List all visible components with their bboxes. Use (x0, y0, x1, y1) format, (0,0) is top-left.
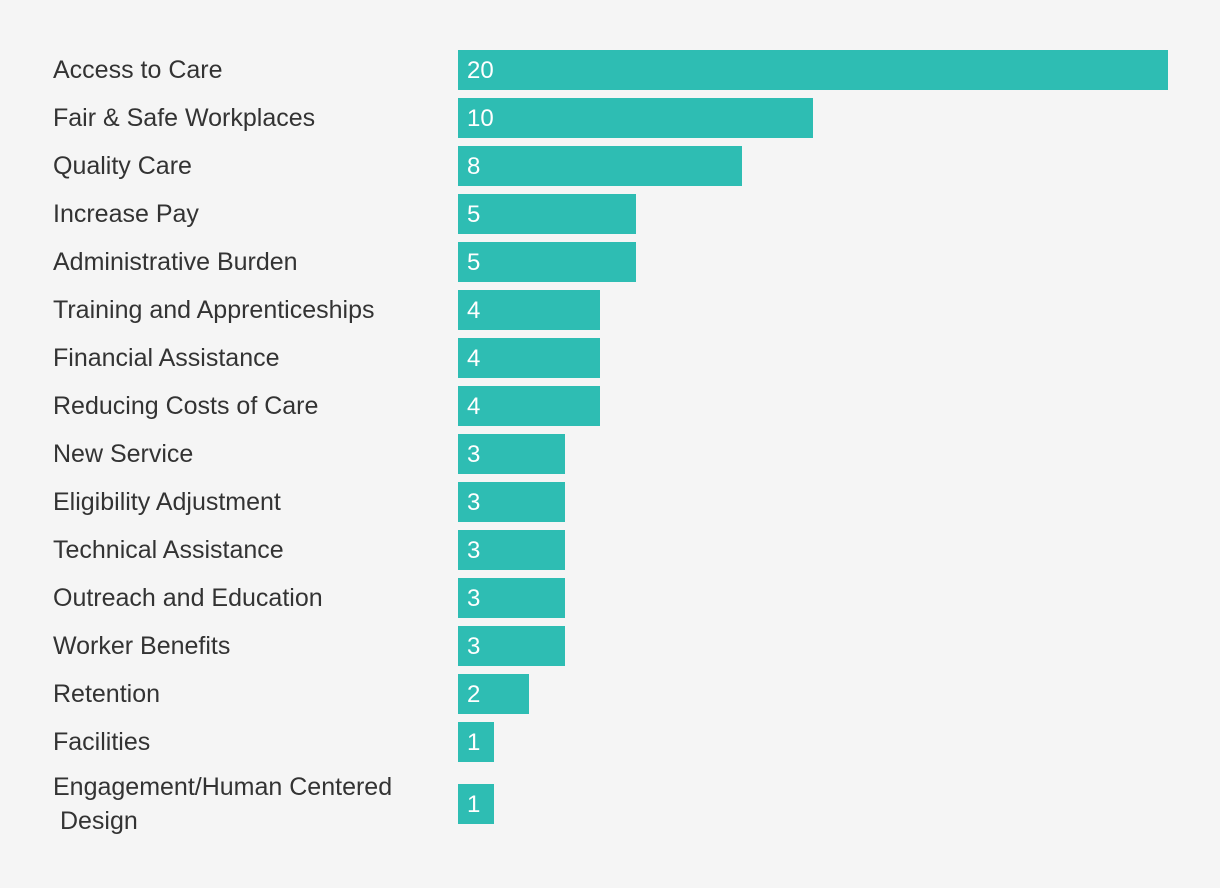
value-label-facilities: 1 (467, 729, 480, 756)
category-label-quality-care: Quality Care (53, 152, 192, 180)
bars (458, 50, 1168, 824)
value-label-reducing-costs-of-care: 4 (467, 393, 480, 420)
bar-new-service (458, 434, 565, 474)
bar-financial-assistance (458, 338, 600, 378)
category-label-eligibility-adjustment: Eligibility Adjustment (53, 488, 281, 516)
category-label-new-service: New Service (53, 440, 193, 468)
value-label-engagement-human-centered-design: 1 (467, 791, 480, 818)
value-label-training-and-apprenticeships: 4 (467, 297, 480, 324)
bar-retention (458, 674, 529, 714)
category-label-training-and-apprenticeships: Training and Apprenticeships (53, 296, 375, 324)
value-label-financial-assistance: 4 (467, 345, 480, 372)
bar-technical-assistance (458, 530, 565, 570)
category-label-reducing-costs-of-care: Reducing Costs of Care (53, 392, 318, 420)
bar-training-and-apprenticeships (458, 290, 600, 330)
value-label-new-service: 3 (467, 441, 480, 468)
value-label-worker-benefits: 3 (467, 633, 480, 660)
value-label-administrative-burden: 5 (467, 249, 480, 276)
value-label-quality-care: 8 (467, 153, 480, 180)
value-label-fair-and-safe-workplaces: 10 (467, 105, 494, 132)
category-labels: Access to Care Fair & Safe Workplaces Qual… (53, 56, 392, 835)
bar-facilities (458, 722, 494, 762)
bar-quality-care (458, 146, 742, 186)
value-labels: 20 10 8 5 5 4 4 4 3 3 3 3 3 2 1 1 (467, 57, 494, 818)
category-label-outreach-and-education: Outreach and Education (53, 584, 323, 612)
value-label-retention: 2 (467, 681, 480, 708)
bar-administrative-burden (458, 242, 636, 282)
category-label-retention: Retention (53, 680, 160, 708)
category-label-access-to-care: Access to Care (53, 56, 223, 84)
category-label-worker-benefits: Worker Benefits (53, 632, 230, 660)
value-label-outreach-and-education: 3 (467, 585, 480, 612)
category-label-technical-assistance: Technical Assistance (53, 536, 284, 564)
bar-reducing-costs-of-care (458, 386, 600, 426)
bar-engagement-human-centered-design (458, 784, 494, 824)
value-label-eligibility-adjustment: 3 (467, 489, 480, 516)
bar-outreach-and-education (458, 578, 565, 618)
value-label-increase-pay: 5 (467, 201, 480, 228)
bar-access-to-care (458, 50, 1168, 90)
bar-worker-benefits (458, 626, 565, 666)
value-label-access-to-care: 20 (467, 57, 494, 84)
category-label-increase-pay: Increase Pay (53, 200, 199, 228)
bar-increase-pay (458, 194, 636, 234)
category-label-financial-assistance: Financial Assistance (53, 344, 280, 372)
category-label-fair-and-safe-workplaces: Fair & Safe Workplaces (53, 104, 315, 132)
category-label-administrative-burden: Administrative Burden (53, 248, 298, 276)
category-label-facilities: Facilities (53, 728, 150, 756)
value-label-technical-assistance: 3 (467, 537, 480, 564)
category-label-engagement-human-centered-design: Engagement/Human Centered Design (53, 773, 392, 835)
bar-fair-and-safe-workplaces (458, 98, 813, 138)
bar-eligibility-adjustment (458, 482, 565, 522)
